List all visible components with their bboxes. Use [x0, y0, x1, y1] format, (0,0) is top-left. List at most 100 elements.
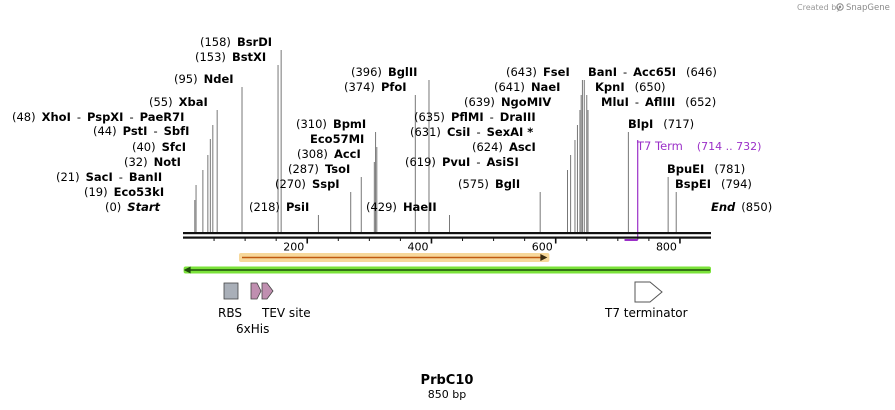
enzyme-site-label[interactable]: MluI - AflIII (652) — [601, 95, 716, 109]
enzyme-name: NdeI — [204, 72, 234, 86]
site-position: (374) — [344, 80, 375, 94]
enzyme-site-label[interactable]: BpuEI (781) — [667, 162, 745, 176]
enzyme-site-label[interactable]: (635) PflMI - DraIII — [414, 110, 536, 124]
enzyme-site-label[interactable]: (48) XhoI - PspXI - PaeR7I — [12, 110, 184, 124]
enzyme-site-label[interactable]: BspEI (794) — [675, 177, 752, 191]
enzyme-site-label[interactable]: (643) FseI — [506, 65, 570, 79]
backbone-bottom-strand — [183, 236, 711, 239]
enzyme-name: BlpI — [628, 117, 653, 131]
construct-title: PrbC10 — [421, 373, 474, 388]
enzyme-name: SbfI — [164, 124, 190, 138]
t7-term-annotation[interactable]: T7 Term (714 .. 732) — [624, 139, 762, 241]
site-position: (158) — [200, 35, 231, 49]
enzyme-site-label[interactable]: (270) SspI — [275, 177, 340, 191]
enzyme-name: PvuI — [442, 155, 470, 169]
enzyme-name: BglI — [495, 177, 520, 191]
enzyme-site-label[interactable]: BanI - Acc65I (646) — [588, 65, 717, 79]
enzyme-name: HaeII — [403, 200, 437, 214]
enzyme-name: PstI — [123, 124, 148, 138]
rbs-label: RBS — [218, 306, 242, 320]
enzyme-site-label[interactable]: (287) TsoI — [288, 162, 350, 176]
green-feature[interactable] — [183, 266, 712, 274]
enzyme-name: TsoI — [325, 162, 350, 176]
enzyme-site-label[interactable]: (631) CsiI - SexAI * — [410, 125, 533, 139]
enzyme-name: AsiSI — [486, 155, 518, 169]
enzyme-name: PfoI — [381, 80, 407, 94]
enzyme-name: SspI — [312, 177, 340, 191]
enzyme-name: BspEI — [675, 177, 711, 191]
site-position: (270) — [275, 177, 306, 191]
enzyme-site-label[interactable]: (619) PvuI - AsiSI — [405, 155, 519, 169]
site-position: (44) — [93, 124, 117, 138]
enzyme-name: NaeI — [531, 80, 560, 94]
enzyme-name: AflIII — [645, 95, 675, 109]
tev-site-label: TEV site — [261, 306, 311, 320]
enzyme-site-label[interactable]: (158) BsrDI — [200, 35, 272, 49]
6xhis-feature[interactable] — [250, 282, 262, 300]
site-position: (619) — [405, 155, 436, 169]
enzyme-site-label[interactable]: (374) PfoI — [344, 80, 407, 94]
site-position: (95) — [174, 72, 198, 86]
snapgene-logo-icon — [836, 3, 844, 11]
enzyme-site-label[interactable]: (641) NaeI — [494, 80, 560, 94]
enzyme-site-label[interactable]: (575) BglI — [458, 177, 520, 191]
enzyme-site-label[interactable]: KpnI (650) — [595, 80, 666, 94]
site-position: (310) — [296, 117, 327, 131]
cut-site-lines — [194, 50, 677, 232]
enzyme-site-label[interactable]: (310) BpmI — [296, 117, 366, 131]
enzyme-name: SacI — [86, 170, 113, 184]
site-position: (646) — [686, 65, 717, 79]
site-position: (650) — [635, 80, 666, 94]
enzyme-name: SexAI * — [487, 125, 534, 139]
rbs-feature[interactable] — [223, 282, 239, 300]
name-separator: - — [623, 65, 627, 79]
site-position: (308) — [297, 147, 328, 161]
site-position: (153) — [195, 50, 226, 64]
enzyme-site-label[interactable]: BlpI (717) — [628, 117, 694, 131]
enzyme-site-label[interactable]: (429) HaeII — [366, 200, 437, 214]
enzyme-site-label[interactable]: (32) NotI — [124, 155, 181, 169]
site-position: (794) — [721, 177, 752, 191]
enzyme-site-label[interactable]: Eco57MI — [310, 132, 364, 146]
enzyme-site-label[interactable]: (19) Eco53kI — [84, 185, 164, 199]
ruler-tick-label: 600 — [532, 241, 553, 254]
site-position: (32) — [124, 155, 148, 169]
orange-feature[interactable] — [239, 253, 550, 262]
enzyme-name: CsiI — [447, 125, 471, 139]
tev-site-feature[interactable] — [261, 282, 274, 300]
end-name: End — [711, 200, 736, 214]
enzyme-name: XhoI — [42, 110, 71, 124]
enzyme-site-label[interactable]: (55) XbaI — [149, 95, 208, 109]
created-by-text: Created by — [797, 3, 841, 12]
enzyme-site-label[interactable]: (308) AccI — [297, 147, 361, 161]
enzyme-name: BpuEI — [667, 162, 704, 176]
enzyme-site-label[interactable]: (40) SfcI — [132, 140, 186, 154]
site-position: (643) — [506, 65, 537, 79]
t7-terminator-label: T7 terminator — [604, 306, 688, 320]
enzyme-name: BanI — [588, 65, 617, 79]
ruler-tick-label: 800 — [656, 241, 677, 254]
enzyme-site-label[interactable]: (21) SacI - BanII — [56, 170, 162, 184]
enzyme-site-label[interactable]: (44) PstI - SbfI — [93, 124, 189, 138]
enzyme-name: PaeR7I — [140, 110, 185, 124]
enzyme-site-label[interactable]: (153) BstXI — [195, 50, 266, 64]
site-position: (55) — [149, 95, 173, 109]
name-separator: - — [635, 95, 639, 109]
site-position: (639) — [464, 95, 495, 109]
enzyme-name: DraIII — [500, 110, 536, 124]
start-label: (0) Start — [105, 200, 161, 214]
enzyme-site-label[interactable]: (396) BglII — [351, 65, 417, 79]
t7-terminator-feature[interactable] — [634, 281, 663, 303]
enzyme-name: BanII — [129, 170, 162, 184]
enzyme-site-label[interactable]: (218) PsiI — [249, 200, 309, 214]
enzyme-name: BpmI — [333, 117, 366, 131]
enzyme-site-label[interactable]: (639) NgoMIV — [464, 95, 551, 109]
green-feature-arrowhead — [183, 266, 191, 274]
enzyme-site-label[interactable]: (624) AscI — [472, 140, 536, 154]
enzyme-name: MluI — [601, 95, 629, 109]
t7-term-name: T7 Term — [636, 139, 683, 153]
enzyme-site-label[interactable]: (95) NdeI — [174, 72, 234, 86]
name-separator: - — [476, 155, 480, 169]
enzyme-name: PflMI — [451, 110, 484, 124]
